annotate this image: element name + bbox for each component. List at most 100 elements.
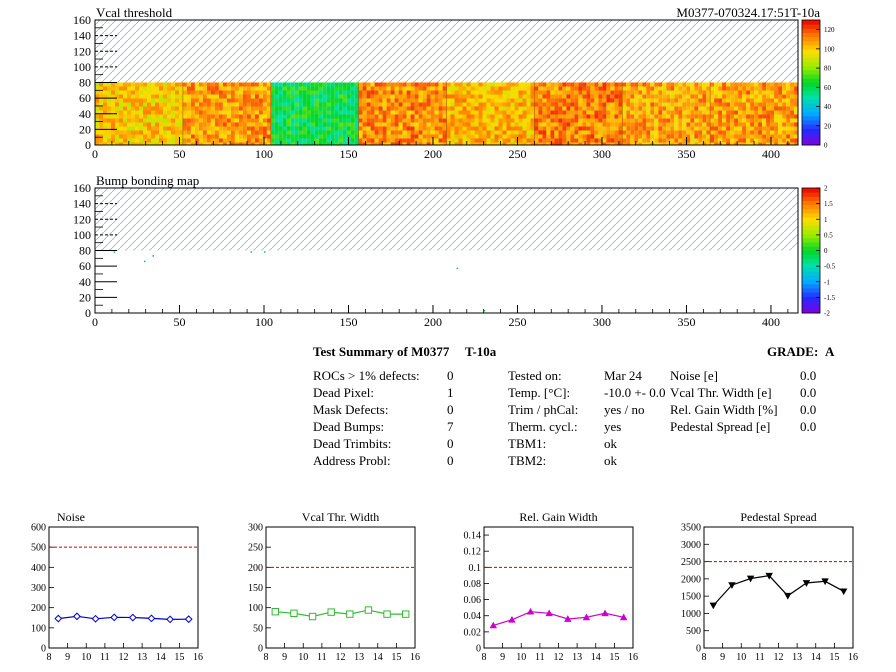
heatmap-cell xyxy=(762,102,767,107)
heatmap-cell xyxy=(622,130,627,135)
heatmap-cell xyxy=(418,126,423,131)
heatmap-cell xyxy=(238,118,243,123)
heatmap-cell xyxy=(514,134,519,139)
y-tick-label: 300 xyxy=(31,583,46,594)
data-point xyxy=(166,615,174,624)
heatmap-cell xyxy=(446,82,451,87)
heatmap-cell xyxy=(143,138,147,143)
heatmap-cell xyxy=(546,110,551,115)
heatmap-cell xyxy=(198,118,203,123)
heatmap-cell xyxy=(402,102,407,107)
heatmap-cell xyxy=(222,126,227,131)
heatmap-cell xyxy=(386,98,391,103)
heatmap-cell xyxy=(346,102,351,107)
heatmap-cell xyxy=(294,82,299,87)
heatmap-cell xyxy=(498,138,503,143)
heatmap-cell xyxy=(163,82,167,87)
heatmap-cell xyxy=(578,98,583,103)
heatmap-cell xyxy=(254,126,259,131)
heatmap-cell xyxy=(766,114,771,119)
heatmap-cell xyxy=(286,94,291,99)
heatmap-cell xyxy=(326,130,331,135)
heatmap-cell xyxy=(186,102,191,107)
heatmap-cell xyxy=(350,82,355,87)
heatmap-cell xyxy=(702,122,707,127)
heatmap-cell xyxy=(774,114,779,119)
heatmap-cell xyxy=(194,82,199,87)
heatmap-cell xyxy=(286,142,291,145)
heatmap-cell xyxy=(438,82,443,87)
heatmap-cell xyxy=(406,134,411,139)
heatmap-cell xyxy=(742,114,747,119)
heatmap-cell xyxy=(786,102,791,107)
heatmap-cell xyxy=(778,94,783,99)
heatmap-cell xyxy=(670,90,675,95)
map-title: Vcal threshold xyxy=(96,5,173,20)
heatmap-cell xyxy=(554,110,559,115)
heatmap-cell xyxy=(111,102,115,107)
heatmap-cell xyxy=(570,90,575,95)
heatmap-cell xyxy=(734,94,739,99)
heatmap-cell xyxy=(670,122,675,127)
heatmap-cell xyxy=(222,122,227,127)
heatmap-cell xyxy=(626,94,631,99)
heatmap-cell xyxy=(294,94,299,99)
data-point xyxy=(489,621,498,629)
heatmap-cell xyxy=(179,94,183,99)
heatmap-cell xyxy=(182,94,187,99)
heatmap-cell xyxy=(598,142,603,145)
heatmap-cell xyxy=(622,126,627,131)
heatmap-cell xyxy=(570,114,575,119)
heatmap-cell xyxy=(222,82,227,87)
heatmap-cell xyxy=(638,110,643,115)
heatmap-cell xyxy=(618,126,623,131)
data-point xyxy=(821,578,829,586)
heatmap-cell xyxy=(498,86,503,91)
heatmap-cell xyxy=(182,134,187,139)
heatmap-cell xyxy=(382,94,387,99)
heatmap-cell xyxy=(378,94,383,99)
heatmap-cell xyxy=(782,102,787,107)
color-scale-bin xyxy=(802,229,820,235)
heatmap-cell xyxy=(206,126,211,131)
heatmap-cell xyxy=(446,126,451,131)
heatmap-cell xyxy=(250,110,255,115)
heatmap-cell xyxy=(498,114,503,119)
heatmap-cell xyxy=(294,134,299,139)
heatmap-cell xyxy=(626,98,631,103)
heatmap-cell xyxy=(546,130,551,135)
summary-value: 0 xyxy=(447,453,454,468)
heatmap-cell xyxy=(738,82,743,87)
heatmap-cell xyxy=(694,98,699,103)
heatmap-cell xyxy=(666,142,671,145)
heatmap-cell xyxy=(214,126,219,131)
color-scale-bin xyxy=(802,233,820,239)
heatmap-cell xyxy=(346,134,351,139)
heatmap-cell xyxy=(502,138,507,143)
heatmap-cell xyxy=(318,122,323,127)
heatmap-cell xyxy=(494,90,499,95)
heatmap-cell xyxy=(758,118,763,123)
heatmap-cell xyxy=(650,94,655,99)
heatmap-cell xyxy=(274,122,279,127)
heatmap-cell xyxy=(155,134,159,139)
heatmap-cell xyxy=(330,126,335,131)
heatmap-cell xyxy=(338,90,343,95)
heatmap-cell xyxy=(742,94,747,99)
heatmap-cell xyxy=(386,90,391,95)
x-tick-label: 0 xyxy=(92,315,98,329)
color-scale-bin xyxy=(802,36,820,42)
heatmap-cell xyxy=(422,134,427,139)
heatmap-cell xyxy=(278,82,283,87)
color-scale-bin xyxy=(802,49,820,54)
heatmap-cell xyxy=(394,82,399,87)
heatmap-cell xyxy=(746,102,751,107)
heatmap-cell xyxy=(702,86,707,91)
heatmap-cell xyxy=(234,90,239,95)
heatmap-cell xyxy=(710,82,715,87)
heatmap-cell xyxy=(658,86,663,91)
heatmap-cell xyxy=(762,114,767,119)
heatmap-cell xyxy=(654,90,659,95)
heatmap-cell xyxy=(382,106,387,111)
heatmap-cell xyxy=(430,106,435,111)
